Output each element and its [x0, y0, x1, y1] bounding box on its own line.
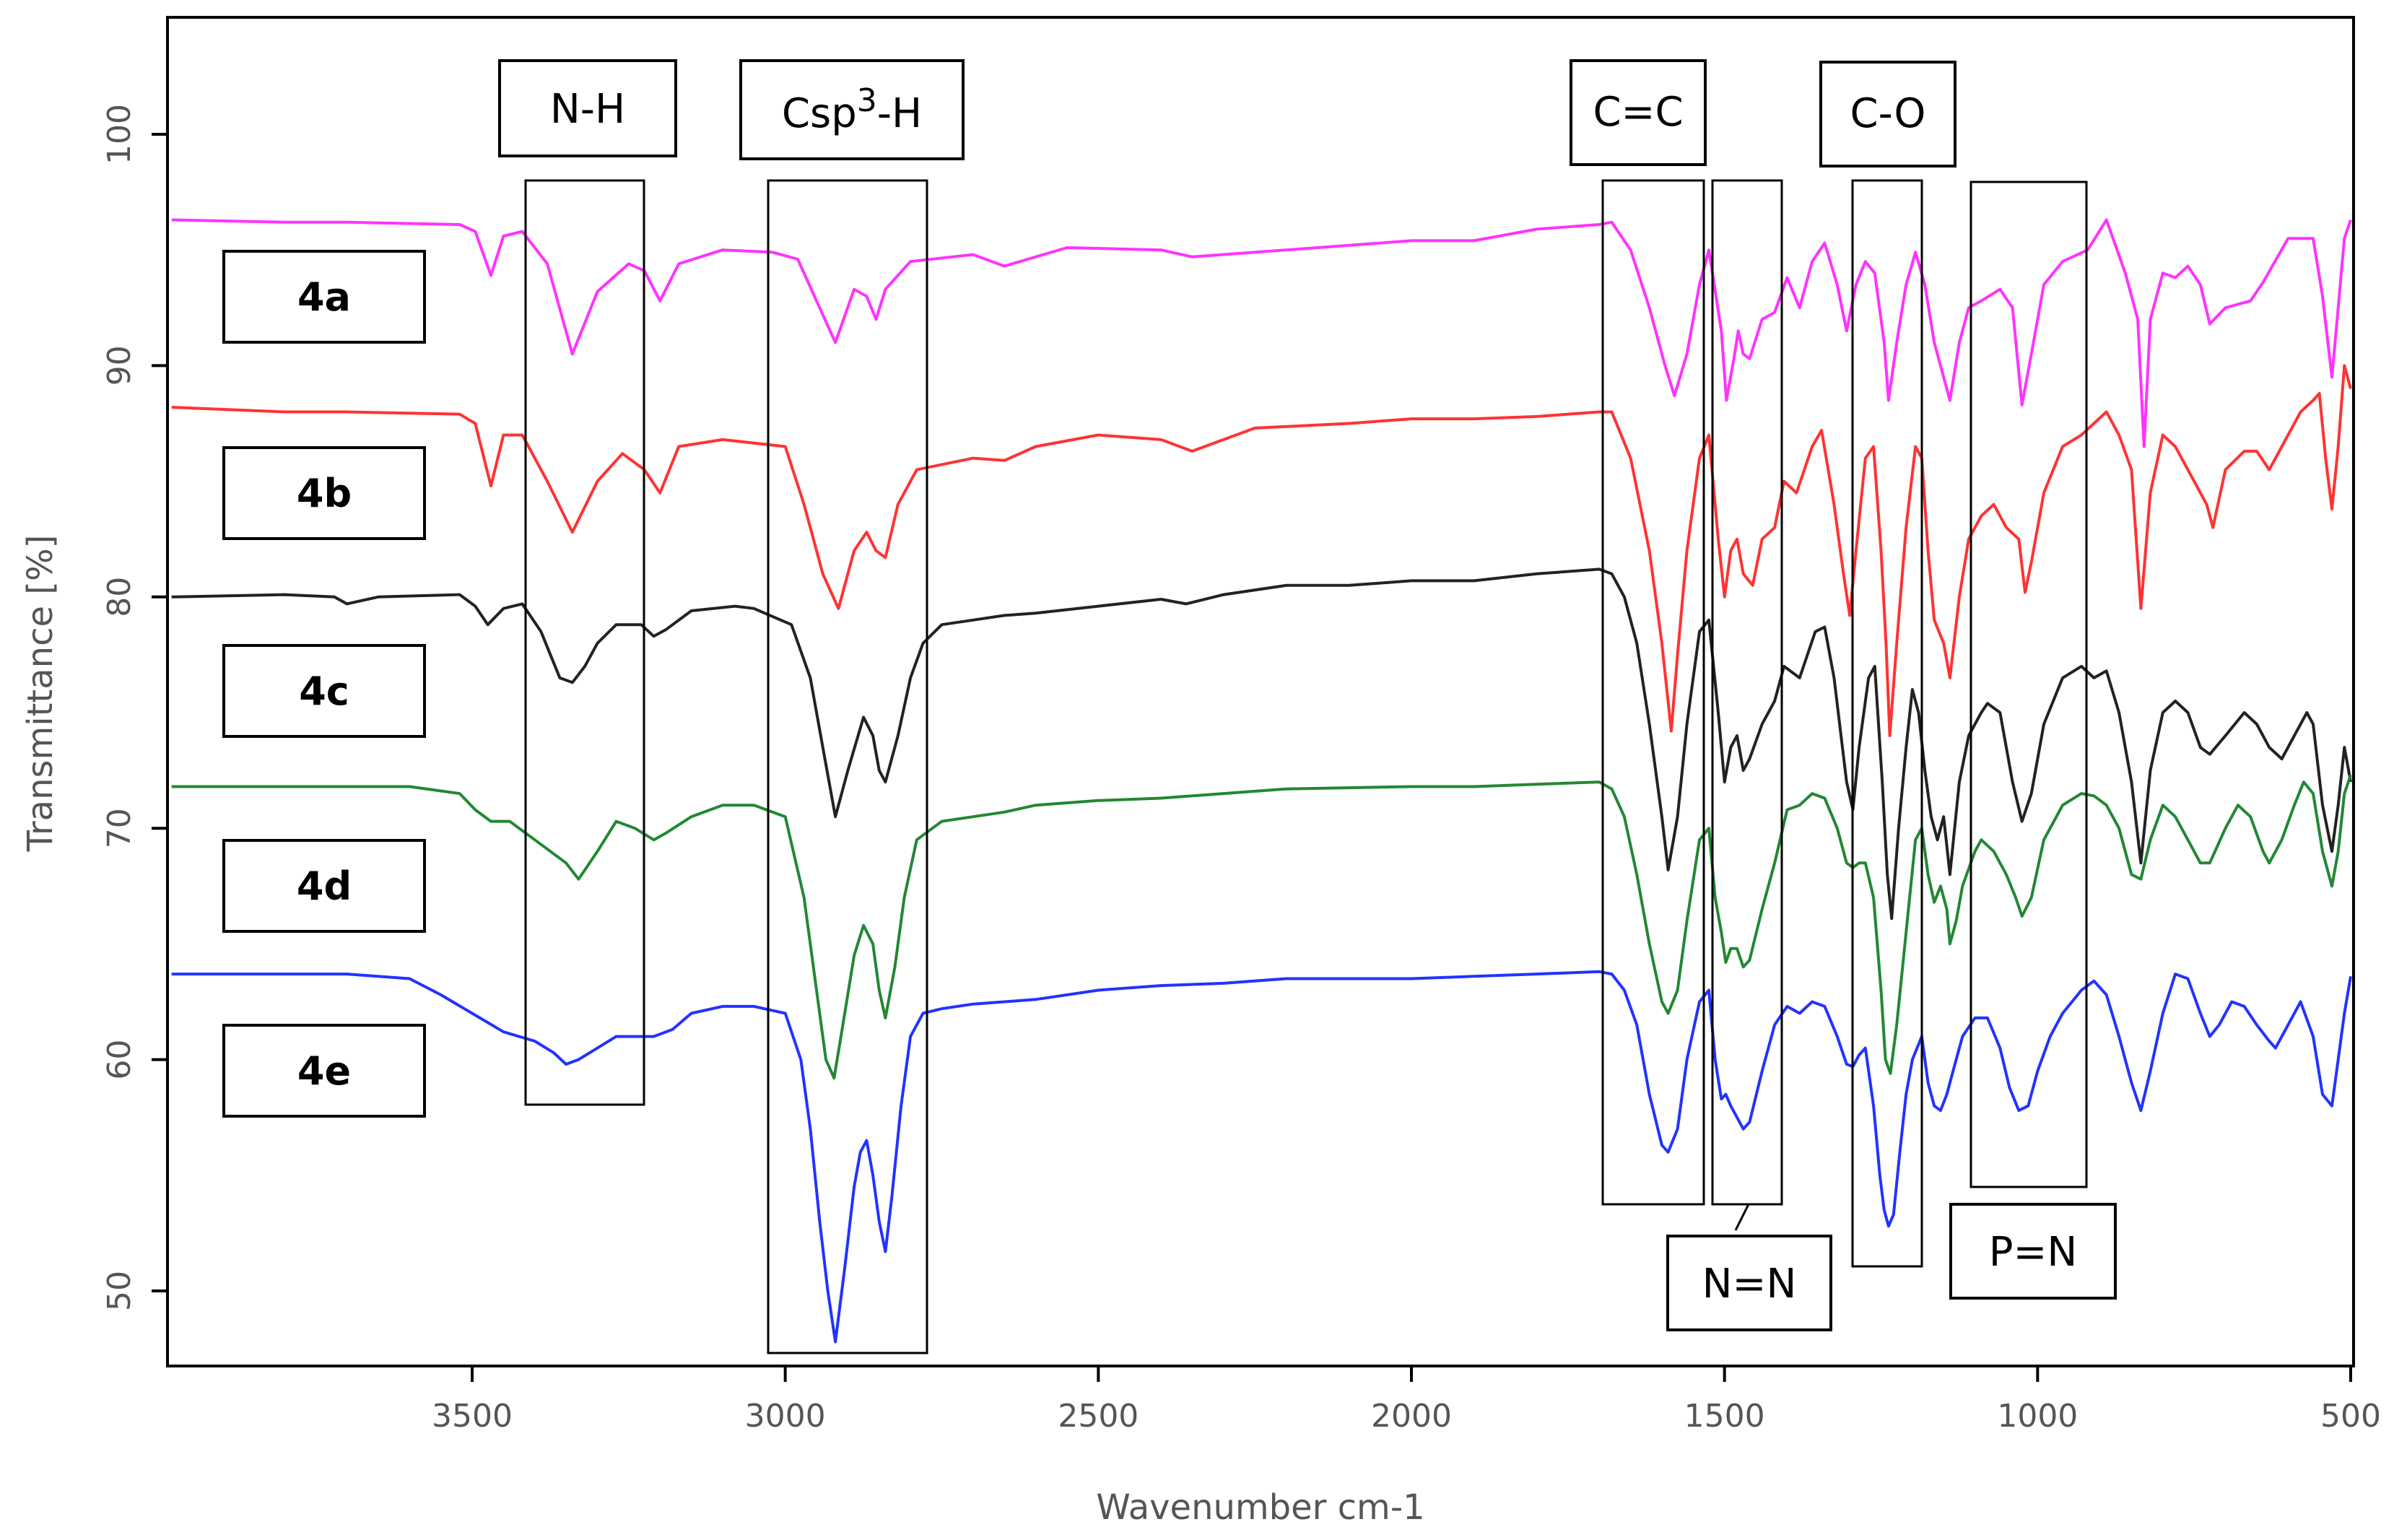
x-tick-label: 2500 — [1058, 1398, 1139, 1435]
label-csp3h: Csp3-H — [739, 59, 965, 160]
sample-label-4b-text: 4b — [297, 471, 352, 516]
x-tick-label: 3500 — [432, 1398, 513, 1435]
x-axis: 3500 3000 2500 2000 1500 1000 500 — [432, 1366, 2381, 1435]
y-tick-label: 80 — [101, 577, 138, 617]
nn-leader-line — [1734, 1204, 1750, 1231]
region-nh — [524, 179, 645, 1106]
x-tick-label: 3000 — [745, 1398, 826, 1435]
label-cc: C=C — [1570, 59, 1707, 166]
x-tick-label: 2000 — [1371, 1398, 1452, 1435]
label-co-text: C-O — [1850, 90, 1926, 137]
series-line-4b — [171, 364, 2352, 737]
sample-label-4e: 4e — [222, 1024, 426, 1118]
label-nh: N-H — [498, 59, 677, 157]
y-tick-label: 70 — [101, 808, 138, 848]
label-nh-text: N-H — [550, 86, 625, 133]
functional-group-regions — [524, 179, 2088, 1354]
region-nn — [1711, 179, 1783, 1206]
y-axis: 50 60 70 80 90 100 — [101, 104, 167, 1311]
sample-labels: 4a 4b 4c 4d 4e — [222, 250, 426, 1118]
y-tick-label: 100 — [101, 104, 138, 165]
sample-label-4c: 4c — [222, 644, 426, 738]
y-tick-label: 50 — [101, 1271, 138, 1311]
x-tick-label: 1500 — [1684, 1398, 1765, 1435]
label-nn: N=N — [1666, 1235, 1832, 1331]
label-csp3h-prefix: Csp — [782, 90, 857, 137]
x-axis-title: Wavenumber cm-1 — [1096, 1487, 1424, 1528]
label-cc-text: C=C — [1593, 89, 1683, 136]
region-csp3h — [767, 179, 928, 1354]
sample-label-4d: 4d — [222, 839, 426, 933]
x-tick-label: 500 — [2320, 1398, 2381, 1435]
label-co: C-O — [1819, 61, 1956, 168]
label-csp3h-suffix: -H — [877, 90, 922, 137]
sample-label-4e-text: 4e — [297, 1048, 351, 1094]
label-pn-text: P=N — [1989, 1229, 2078, 1276]
y-tick-label: 90 — [101, 345, 138, 386]
y-axis-title: Transmittance [%] — [20, 535, 61, 853]
region-pn — [1969, 180, 2088, 1188]
sample-label-4a-text: 4a — [297, 274, 351, 320]
label-pn: P=N — [1949, 1203, 2117, 1300]
region-co — [1851, 179, 1923, 1268]
sample-label-4b: 4b — [222, 446, 426, 540]
x-tick-label: 1000 — [1997, 1398, 2078, 1435]
region-cc — [1601, 179, 1705, 1206]
plot-frame — [166, 16, 2355, 1367]
sample-label-4a: 4a — [222, 250, 426, 344]
label-csp3h-sup: 3 — [857, 82, 877, 119]
sample-label-4d-text: 4d — [297, 863, 352, 909]
series-line-4e — [171, 970, 2352, 1344]
series-line-4c — [171, 567, 2352, 921]
y-tick-label: 60 — [101, 1040, 138, 1080]
label-nn-text: N=N — [1702, 1261, 1797, 1308]
functional-group-labels: N-H Csp3-H C=C C-O N=N P=N — [498, 59, 2117, 1331]
spectrum-series — [171, 218, 2352, 1344]
series-line-4d — [171, 774, 2352, 1080]
sample-label-4c-text: 4c — [299, 669, 349, 714]
series-line-4a — [171, 218, 2352, 448]
label-csp3h-text: Csp3-H — [782, 82, 922, 137]
